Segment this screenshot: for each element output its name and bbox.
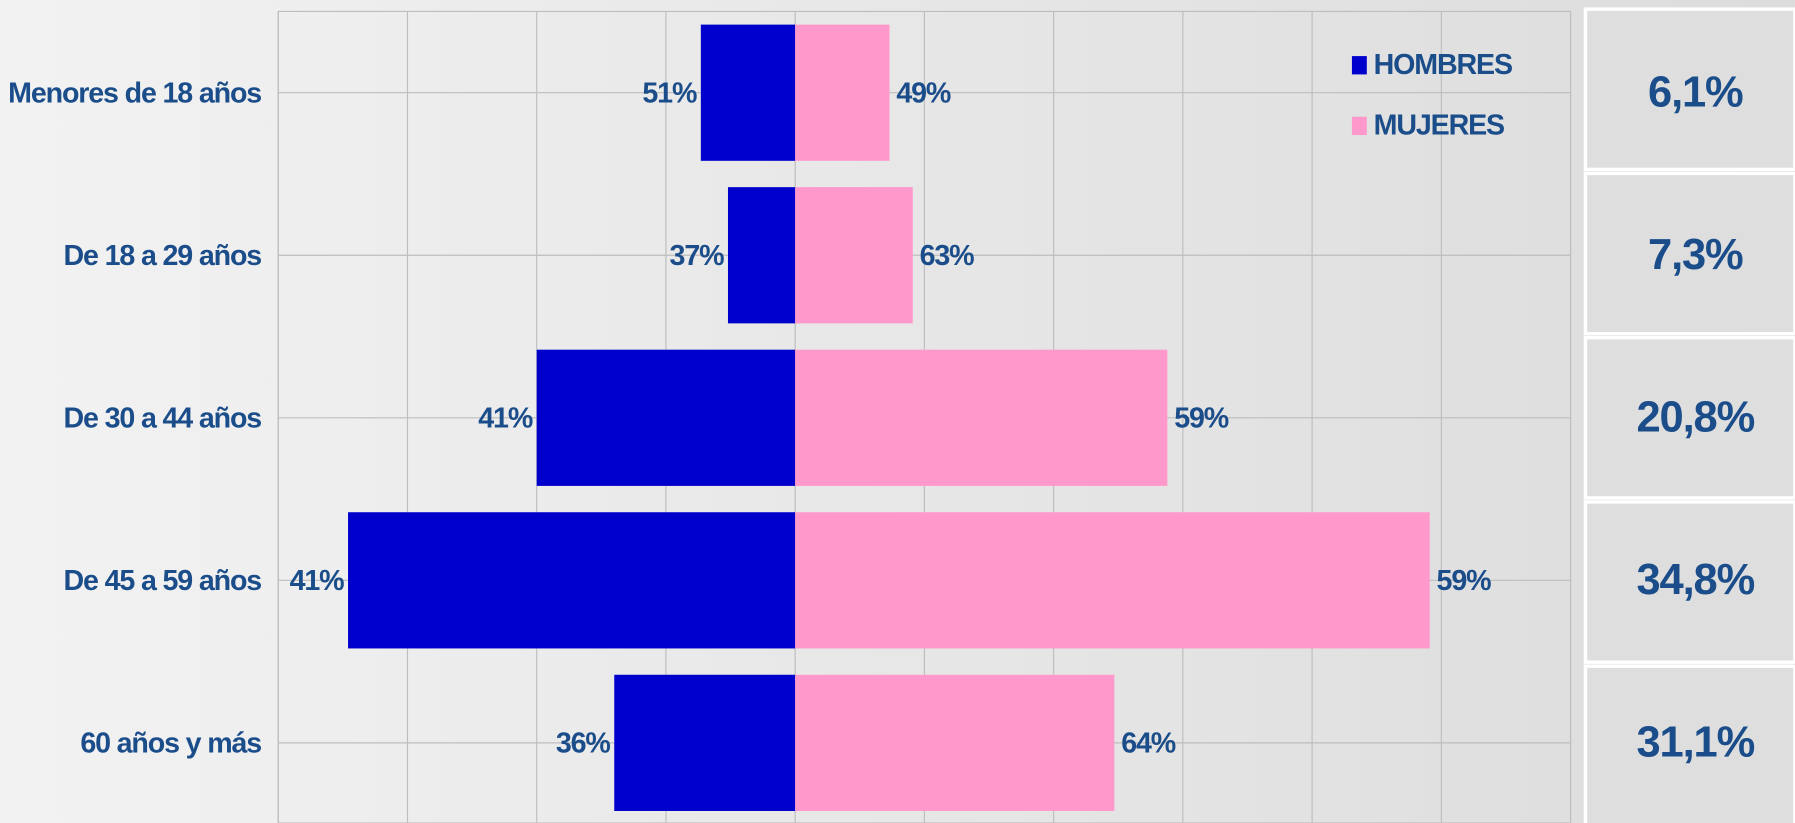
data-label: 64%	[1121, 728, 1176, 760]
bar	[795, 24, 890, 161]
category-label: De 45 a 59 años	[64, 565, 262, 597]
total-label: 20,8%	[1637, 394, 1755, 442]
category-label: De 30 a 44 años	[64, 403, 262, 435]
legend-swatch	[1351, 116, 1367, 136]
total-cell	[1583, 171, 1795, 336]
legend-swatch	[1351, 56, 1367, 75]
bar	[795, 674, 1115, 811]
data-label: 41%	[290, 565, 345, 597]
legend-label: HOMBRES	[1374, 49, 1512, 81]
bar	[614, 674, 796, 811]
bar	[795, 512, 1430, 649]
data-label: 51%	[642, 78, 697, 110]
data-label: 59%	[1437, 565, 1492, 597]
total-label: 34,8%	[1637, 556, 1755, 604]
bar	[536, 349, 796, 486]
data-label: 41%	[478, 403, 533, 435]
total-label: 7,3%	[1648, 231, 1743, 279]
data-label: 37%	[670, 240, 725, 272]
total-cell	[1583, 335, 1795, 500]
total-label: 31,1%	[1637, 719, 1755, 767]
bar	[348, 512, 796, 649]
bar	[795, 349, 1168, 486]
total-label: 6,1%	[1648, 68, 1743, 116]
total-cell	[1583, 7, 1795, 172]
bar	[795, 187, 913, 324]
legend-label: MUJERES	[1374, 110, 1504, 142]
data-label: 49%	[896, 78, 951, 110]
category-label: 60 años y más	[80, 728, 261, 760]
bar	[700, 24, 796, 161]
data-label: 63%	[920, 240, 975, 272]
bar	[727, 187, 796, 324]
category-label: Menores de 18 años	[8, 78, 261, 110]
data-label: 59%	[1174, 403, 1229, 435]
data-label: 36%	[556, 728, 611, 760]
category-label: De 18 a 29 años	[64, 240, 262, 272]
